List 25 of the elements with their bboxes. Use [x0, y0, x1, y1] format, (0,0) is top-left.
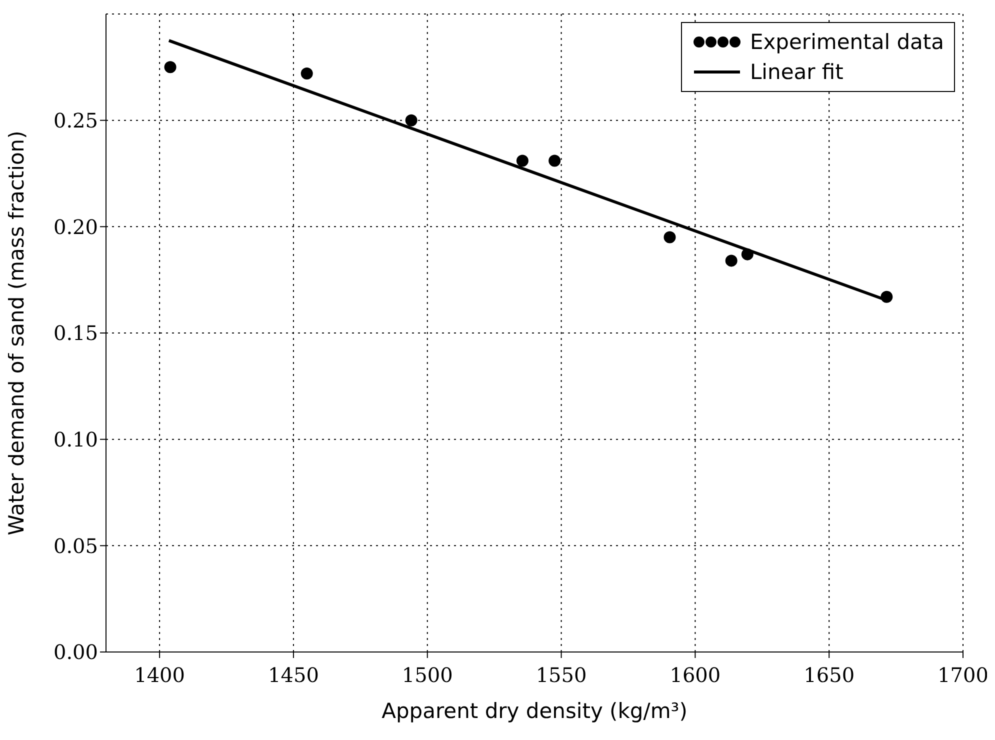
legend-label: Experimental data [750, 29, 944, 56]
x-tick-label: 1500 [402, 663, 453, 688]
x-tick-label: 1600 [670, 663, 721, 688]
y-tick-label: 0.25 [53, 108, 98, 132]
point [741, 248, 754, 260]
point [664, 231, 676, 244]
point [516, 154, 528, 167]
point [880, 290, 893, 303]
point [548, 154, 561, 167]
y-tick-label: 0.15 [53, 321, 98, 346]
x-tick-label: 1450 [268, 663, 319, 688]
x-tick-label: 1650 [804, 663, 855, 688]
point [300, 68, 313, 80]
point [725, 254, 738, 267]
x-axis-title: Apparent dry density (kg/m³) [382, 699, 688, 723]
point [405, 114, 418, 126]
x-tick-label: 1550 [536, 663, 587, 688]
x-tick-label: 1700 [938, 663, 988, 688]
x-tick-label: 1400 [134, 663, 186, 688]
y-tick-label: 0.00 [53, 640, 98, 664]
point [164, 61, 176, 74]
y-tick-label: 0.20 [53, 214, 98, 239]
y-tick-label: 0.10 [53, 427, 98, 452]
y-tick-label: 0.05 [53, 534, 98, 558]
legend-label: Linear fit [750, 59, 844, 86]
